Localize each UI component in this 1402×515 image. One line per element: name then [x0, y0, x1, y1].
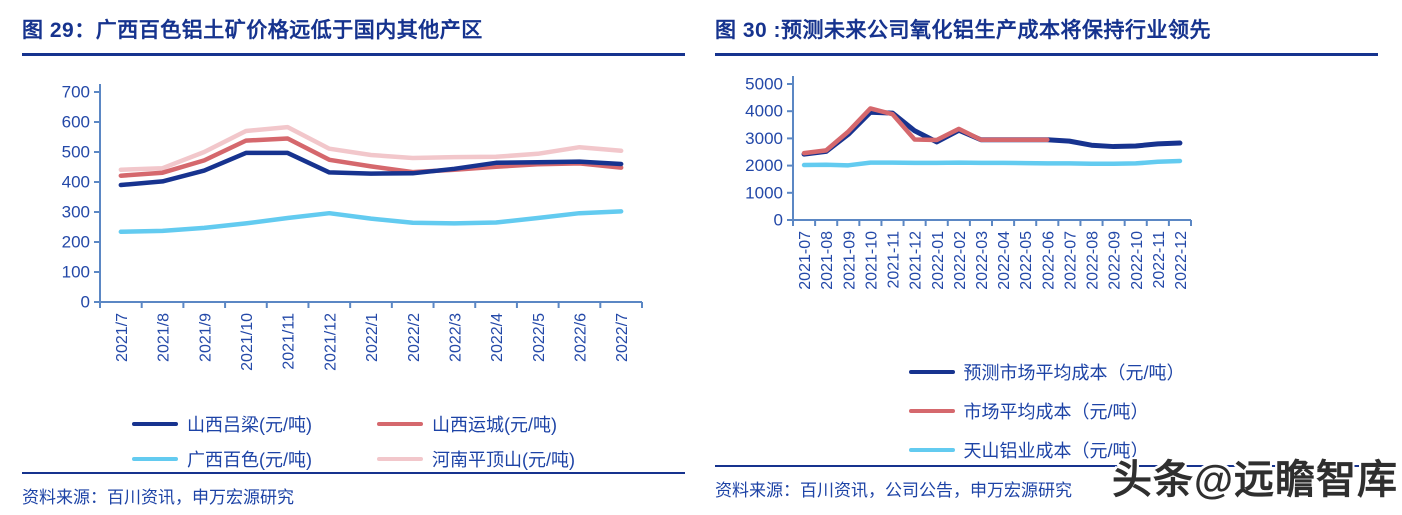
svg-text:2022-02: 2022-02 [952, 231, 969, 290]
svg-text:600: 600 [62, 113, 90, 132]
svg-text:1000: 1000 [745, 183, 783, 202]
figure-30-title: 图 30 :预测未来公司氧化铝生产成本将保持行业领先 [715, 10, 1378, 56]
svg-text:2022-09: 2022-09 [1107, 231, 1124, 290]
svg-text:2021/9: 2021/9 [197, 313, 214, 362]
svg-text:300: 300 [62, 203, 90, 222]
svg-text:2022-11: 2022-11 [1151, 231, 1168, 289]
svg-text:700: 700 [62, 83, 90, 102]
figure-30-line-chart: 0 1000 2000 3000 4000 5000 2021-07 2021-08 2021-… [729, 62, 1378, 357]
svg-text:2021-09: 2021-09 [841, 231, 858, 290]
svg-text:2022-08: 2022-08 [1085, 231, 1102, 290]
svg-text:2022/2: 2022/2 [406, 313, 423, 362]
svg-text:2022/4: 2022/4 [489, 313, 506, 362]
legend-label: 山西运城(元/吨) [432, 415, 557, 435]
legend-item-forecast-market-avg-cost: 预测市场平均成本（元/吨） [908, 359, 1185, 385]
line-swatch-navy [908, 370, 955, 374]
figure-29-line-chart: 0 100 200 300 400 500 600 700 2021/7 2021/8 2021/9… [22, 62, 685, 409]
legend-item-guangxi-baise: 广西百色(元/吨) [132, 446, 312, 472]
svg-text:2021-07: 2021-07 [797, 231, 814, 290]
line-swatch-navy [132, 422, 178, 426]
svg-text:2021/12: 2021/12 [322, 313, 339, 371]
svg-text:2021/10: 2021/10 [239, 313, 256, 371]
svg-text:2021/7: 2021/7 [114, 313, 131, 362]
svg-text:2021-08: 2021-08 [819, 231, 836, 290]
legend-item-shanxi-yuncheng: 山西运城(元/吨) [377, 411, 575, 437]
svg-text:2022-06: 2022-06 [1040, 231, 1057, 290]
legend-item-tianshan-aluminum-cost: 天山铝业成本（元/吨） [908, 437, 1149, 463]
svg-text:2000: 2000 [745, 156, 783, 175]
line-swatch-red [908, 409, 955, 413]
line-swatch-pink [377, 457, 423, 461]
legend-label: 天山铝业成本（元/吨） [963, 441, 1149, 461]
svg-text:2022-01: 2022-01 [930, 231, 947, 290]
line-swatch-red [377, 422, 423, 426]
svg-text:2022/6: 2022/6 [573, 313, 590, 362]
figure-30-panel: 图 30 :预测未来公司氧化铝生产成本将保持行业领先 0 1000 2000 3000… [715, 10, 1378, 501]
svg-text:2022-04: 2022-04 [996, 231, 1013, 290]
svg-text:400: 400 [62, 173, 90, 192]
svg-text:5000: 5000 [745, 75, 783, 94]
source-text: 资料来源：百川资讯，申万宏源研究 [22, 488, 294, 507]
figure-30-source: 资料来源：百川资讯，公司公告，申万宏源研究 [715, 465, 1378, 501]
line-swatch-lightblue [132, 457, 178, 461]
svg-text:500: 500 [62, 143, 90, 162]
figure-29-title: 图 29：广西百色铝土矿价格远低于国内其他产区 [22, 10, 685, 56]
figure-29-panel: 图 29：广西百色铝土矿价格远低于国内其他产区 0 100 200 300 400 500… [22, 10, 685, 507]
figure-29-source: 资料来源：百川资讯，申万宏源研究 [22, 472, 685, 508]
legend-item-henan-pingdingshan: 河南平顶山(元/吨) [377, 446, 575, 472]
svg-text:2021/11: 2021/11 [281, 313, 298, 370]
svg-text:2021/8: 2021/8 [156, 313, 173, 362]
source-text: 资料来源：百川资讯，公司公告，申万宏源研究 [715, 481, 1072, 500]
svg-text:2022/3: 2022/3 [447, 313, 464, 362]
legend-item-market-avg-cost: 市场平均成本（元/吨） [908, 398, 1149, 424]
legend-label: 广西百色(元/吨) [187, 450, 312, 470]
svg-text:2022/7: 2022/7 [614, 313, 631, 362]
legend-label: 预测市场平均成本（元/吨） [963, 363, 1185, 383]
svg-text:3000: 3000 [745, 129, 783, 148]
legend-label: 河南平顶山(元/吨) [432, 450, 575, 470]
svg-text:2022-12: 2022-12 [1173, 231, 1190, 290]
svg-text:200: 200 [62, 233, 90, 252]
legend-label: 山西吕梁(元/吨) [187, 415, 312, 435]
legend-item-shanxi-luliang: 山西吕梁(元/吨) [132, 411, 312, 437]
svg-text:2022/5: 2022/5 [531, 313, 548, 362]
svg-text:2021-11: 2021-11 [886, 231, 903, 289]
svg-text:4000: 4000 [745, 102, 783, 121]
svg-text:2022-05: 2022-05 [1018, 231, 1035, 290]
figure-29-legend: 山西吕梁(元/吨) 山西运城(元/吨) 广西百色(元/吨) 河南平顶山(元/吨) [22, 411, 685, 472]
line-swatch-lightblue [908, 448, 955, 452]
svg-text:2022/1: 2022/1 [364, 313, 381, 362]
svg-text:100: 100 [62, 263, 90, 282]
figure-30-legend: 预测市场平均成本（元/吨） 市场平均成本（元/吨） 天山铝业成本（元/吨） [908, 359, 1185, 463]
svg-text:2022-10: 2022-10 [1129, 231, 1146, 290]
legend-label: 市场平均成本（元/吨） [963, 402, 1149, 422]
svg-text:2022-03: 2022-03 [974, 231, 991, 290]
svg-text:0: 0 [774, 211, 783, 230]
svg-text:2021-12: 2021-12 [908, 231, 925, 290]
svg-text:2022-07: 2022-07 [1062, 231, 1079, 290]
svg-text:2021-10: 2021-10 [863, 231, 880, 290]
svg-text:0: 0 [81, 293, 90, 312]
